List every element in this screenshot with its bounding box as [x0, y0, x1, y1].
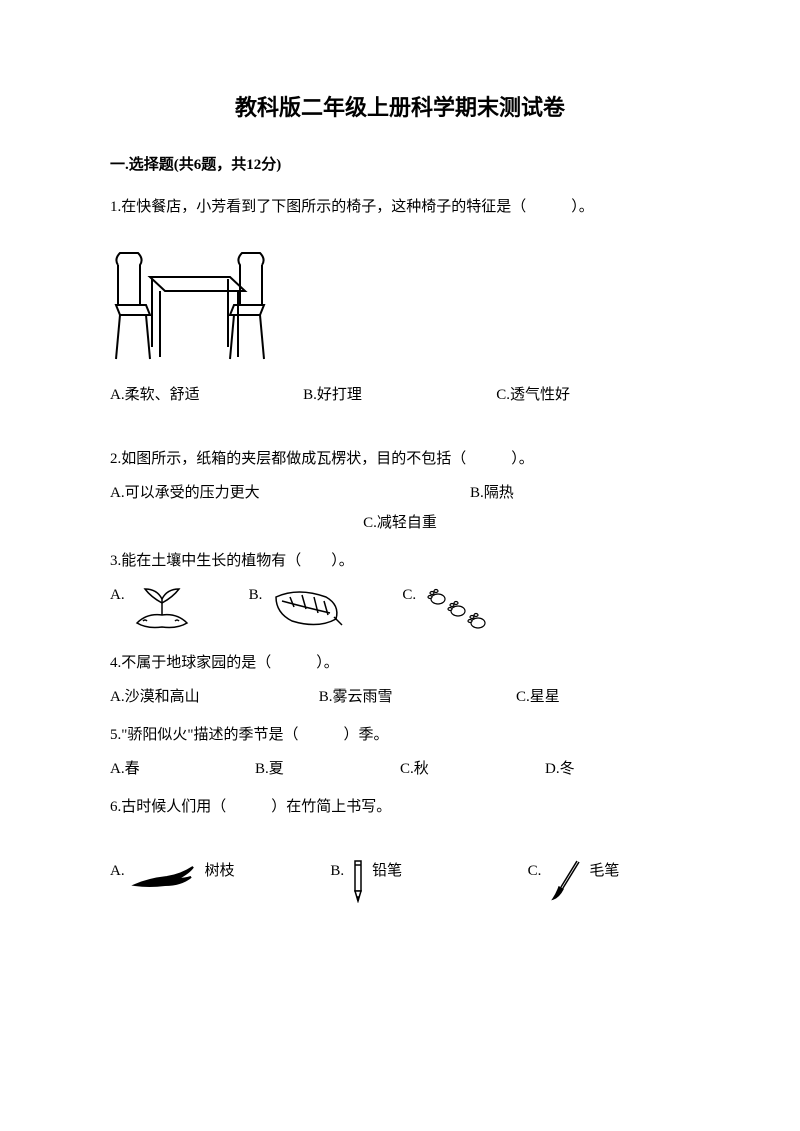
q1-figure [110, 229, 690, 369]
q4-option-a: A.沙漠和高山 [110, 685, 319, 709]
q6-option-c: C. 毛笔 [528, 859, 690, 903]
q3-option-b: B. [249, 583, 347, 633]
footprints-icon [422, 583, 494, 633]
page-title: 教科版二年级上册科学期末测试卷 [110, 90, 690, 125]
q3-a-label: A. [110, 583, 125, 607]
q4-option-c: C.星星 [516, 685, 690, 709]
q2-text: 2.如图所示，纸箱的夹层都做成瓦楞状，目的不包括（ ）。 [110, 447, 690, 471]
question-3: 3.能在土壤中生长的植物有（ ）。 A. B. [110, 549, 690, 633]
q5-options: A.春 B.夏 C.秋 D.冬 [110, 757, 690, 781]
q2-option-a: A.可以承受的压力更大 [110, 481, 400, 505]
question-1: 1.在快餐店，小芳看到了下图所示的椅子，这种椅子的特征是（ ）。 [110, 195, 690, 407]
question-5: 5."骄阳似火"描述的季节是（ ）季。 A.春 B.夏 C.秋 D.冬 [110, 723, 690, 781]
q2-option-c: C.减轻自重 [110, 511, 690, 535]
q6-option-b: B. 铅笔 [330, 859, 527, 903]
q1-option-c: C.透气性好 [496, 383, 689, 407]
q1-options: A.柔软、舒适 B.好打理 C.透气性好 [110, 383, 690, 407]
q1-option-a: A.柔软、舒适 [110, 383, 303, 407]
sprout-icon [131, 583, 193, 633]
q5-text: 5."骄阳似火"描述的季节是（ ）季。 [110, 723, 690, 747]
q1-option-b: B.好打理 [303, 383, 496, 407]
question-2: 2.如图所示，纸箱的夹层都做成瓦楞状，目的不包括（ ）。 A.可以承受的压力更大… [110, 447, 690, 535]
q2-options-row1: A.可以承受的压力更大 B.隔热 [110, 481, 690, 505]
q6-b-letter: B. [330, 859, 344, 883]
q6-a-letter: A. [110, 859, 125, 883]
q6-a-label: 树枝 [205, 859, 235, 883]
q5-option-c: C.秋 [400, 757, 545, 781]
q4-options: A.沙漠和高山 B.雾云雨雪 C.星星 [110, 685, 690, 709]
q3-text: 3.能在土壤中生长的植物有（ ）。 [110, 549, 690, 573]
question-6: 6.古时候人们用（ ）在竹简上书写。 A. 树枝 B. [110, 795, 690, 903]
q5-option-d: D.冬 [545, 757, 690, 781]
q1-text: 1.在快餐店，小芳看到了下图所示的椅子，这种椅子的特征是（ ）。 [110, 195, 690, 219]
q6-c-label: 毛笔 [589, 859, 619, 883]
q6-b-label: 铅笔 [372, 859, 402, 883]
brush-icon [547, 859, 583, 903]
q5-option-b: B.夏 [255, 757, 400, 781]
q3-option-a: A. [110, 583, 193, 633]
q5-option-a: A.春 [110, 757, 255, 781]
leaf-icon [268, 583, 346, 633]
q3-c-label: C. [402, 583, 416, 607]
q4-text: 4.不属于地球家园的是（ ）。 [110, 651, 690, 675]
question-4: 4.不属于地球家园的是（ ）。 A.沙漠和高山 B.雾云雨雪 C.星星 [110, 651, 690, 709]
q3-b-label: B. [249, 583, 263, 607]
q4-option-b: B.雾云雨雪 [319, 685, 516, 709]
q3-options: A. B. [110, 583, 690, 633]
q3-option-c: C. [402, 583, 494, 633]
q6-text: 6.古时候人们用（ ）在竹简上书写。 [110, 795, 690, 819]
table-chairs-icon [110, 229, 270, 369]
q6-options: A. 树枝 B. [110, 859, 690, 903]
section-header: 一.选择题(共6题，共12分) [110, 153, 690, 177]
q6-c-letter: C. [528, 859, 542, 883]
q6-option-a: A. 树枝 [110, 859, 330, 895]
q2-option-b: B.隔热 [400, 481, 690, 505]
pencil-icon [350, 859, 366, 903]
q2-options-row2: C.减轻自重 [110, 511, 690, 535]
branch-icon [131, 859, 199, 895]
